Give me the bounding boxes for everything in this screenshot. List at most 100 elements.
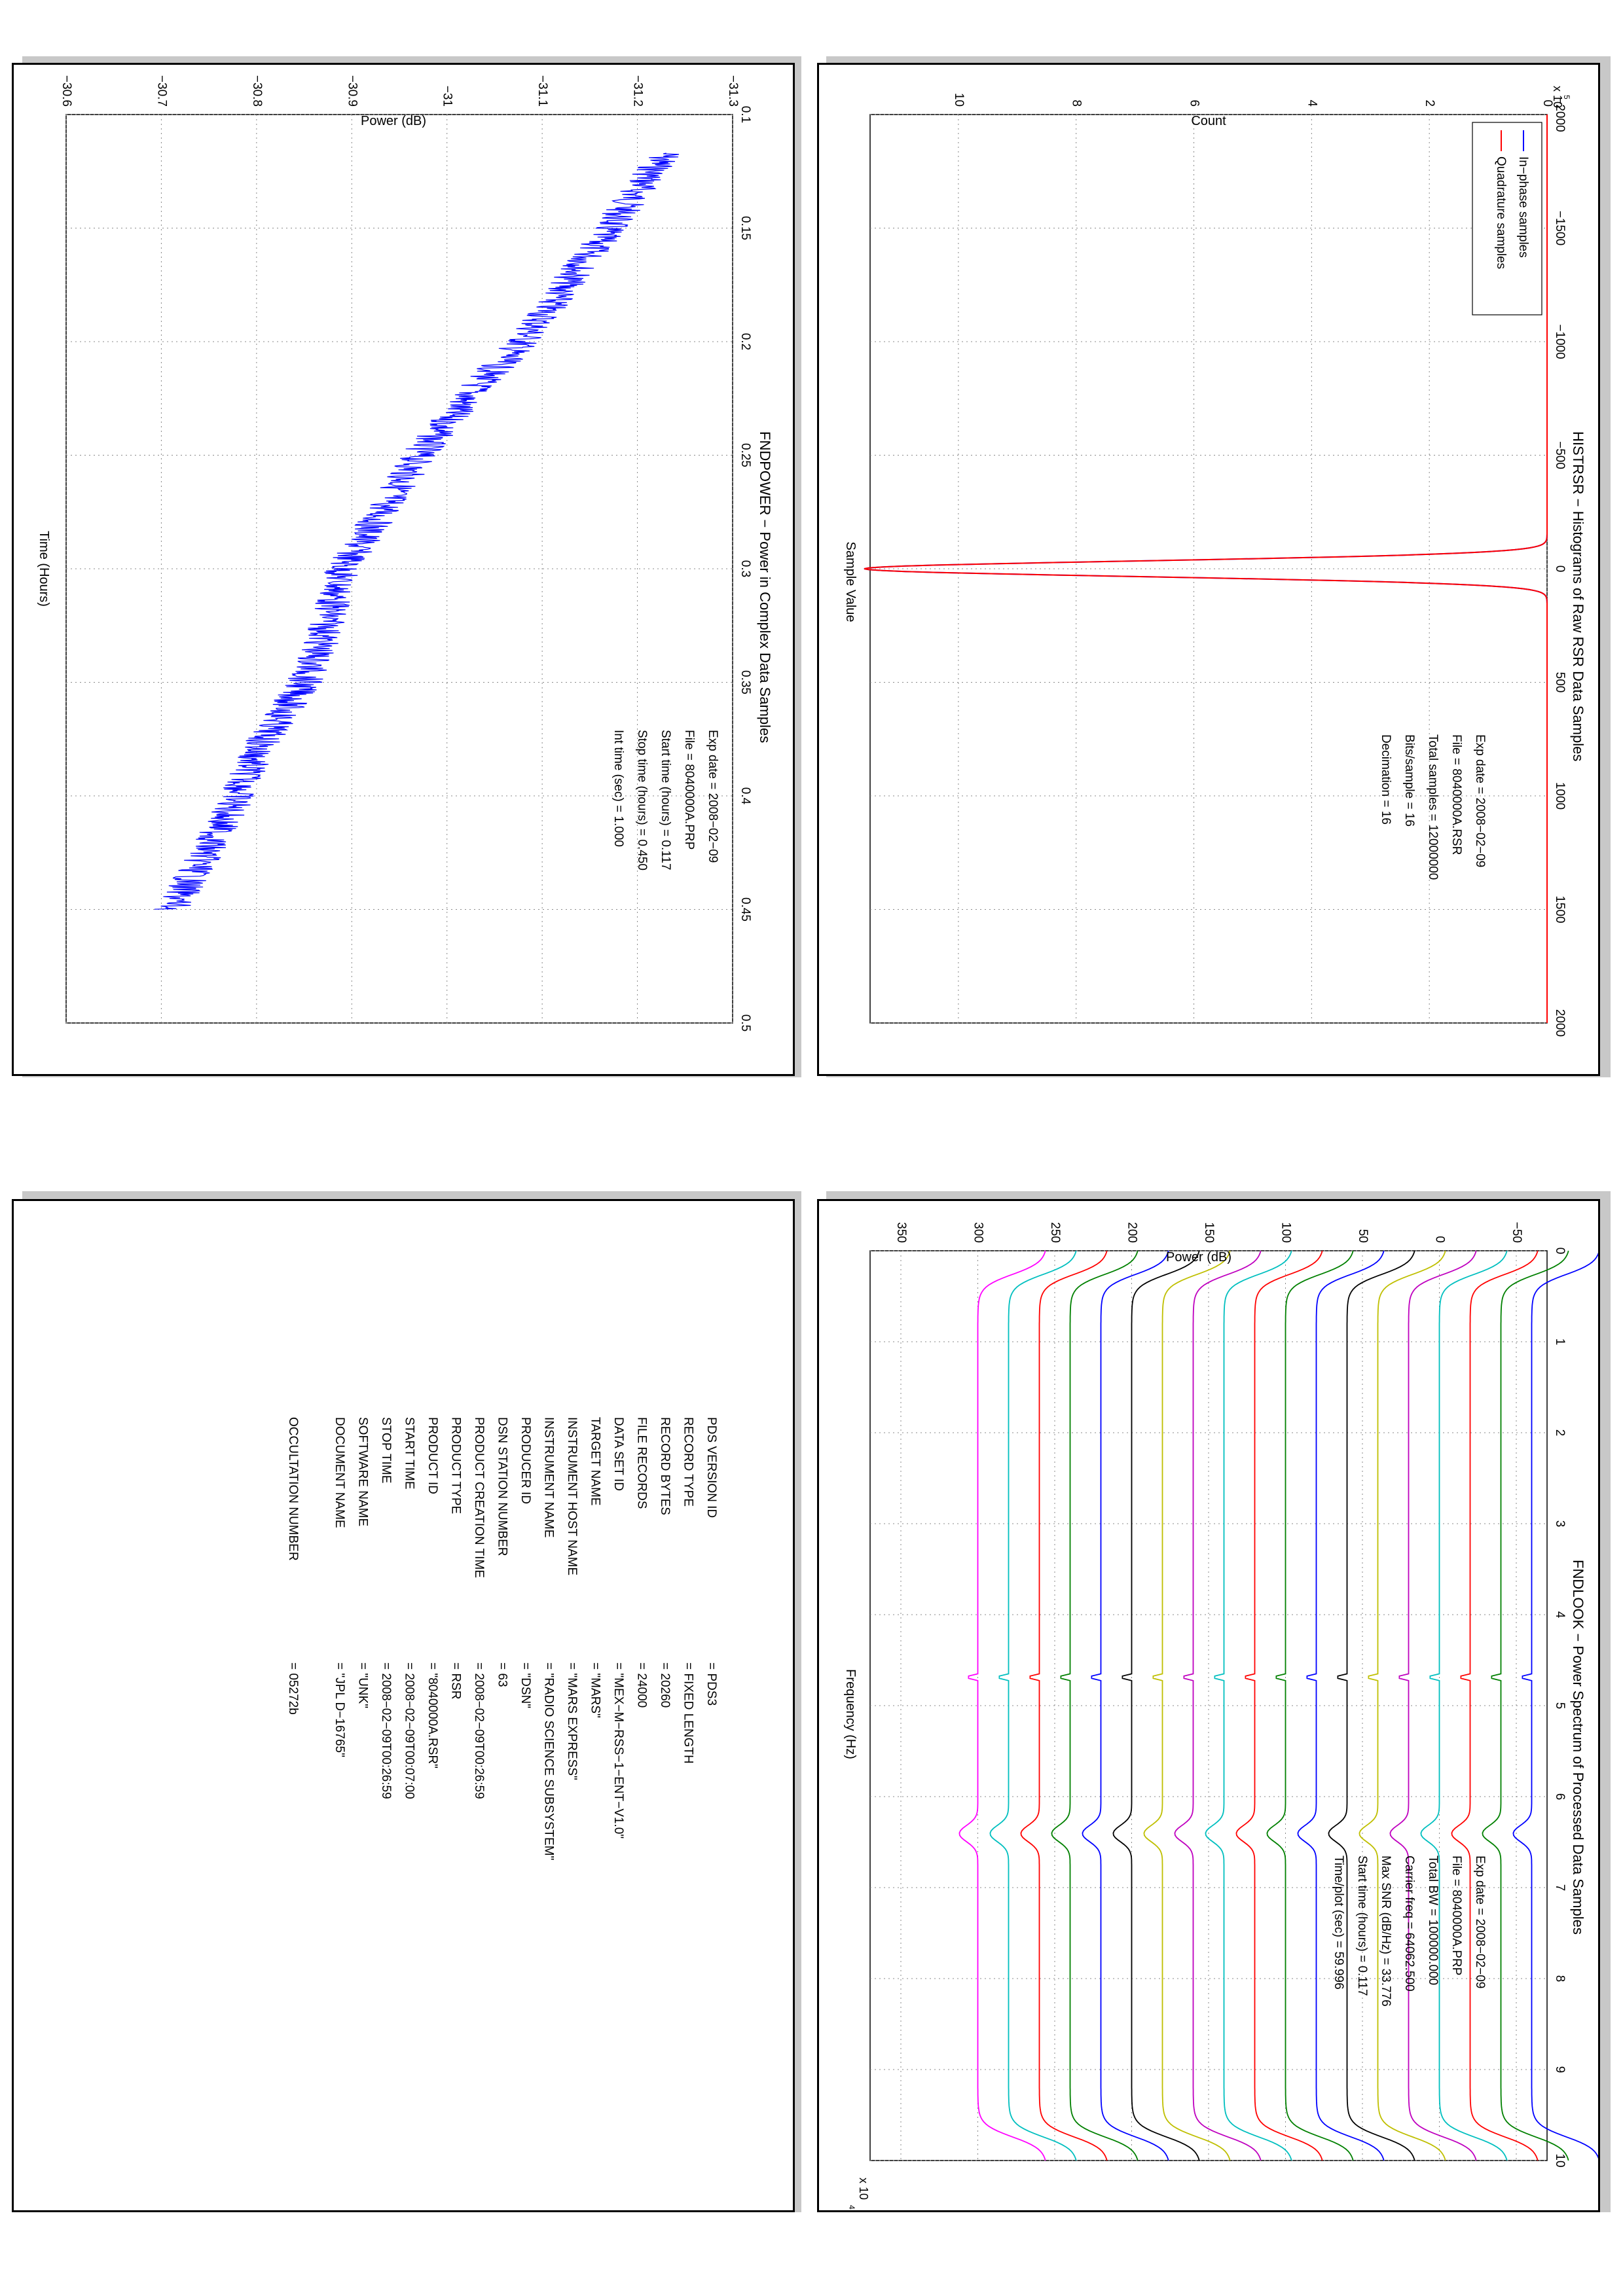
hist-x-tick-label: 0	[1553, 565, 1567, 573]
power-chart: 0.1 0.15 0.2 0.25 0.3 0.35 0.4 0.45 0.5 −31.3 −31.…	[37, 75, 773, 1031]
hist-legend-inphase: In−phase samples	[1516, 156, 1530, 258]
spec-info-line: Max SNR (dB/Hz) = 33.776	[1379, 1856, 1393, 2007]
hist-multiplier: x 10	[1551, 86, 1564, 108]
spec-series-line	[958, 1250, 1046, 2161]
label-value: = "JPL D−16765"	[333, 1662, 346, 1757]
hist-ylabel: Count	[1191, 114, 1226, 128]
spec-series-line	[989, 1250, 1077, 2161]
power-y-tick-label: −31	[441, 86, 454, 107]
spec-y-tick-label: 100	[1279, 1222, 1292, 1243]
power-title: FNDPOWER − Power in Complex Data Samples	[757, 431, 773, 743]
power-plot-area	[65, 114, 733, 1024]
label-value: = "DSN"	[519, 1662, 532, 1708]
power-series-line	[154, 152, 680, 910]
label-value: = 2008−02−09T00:26:59	[379, 1662, 393, 1799]
hist-y-tick-label: 0	[1541, 99, 1554, 107]
label-key: INSTRUMENT HOST NAME	[565, 1417, 579, 1575]
label-key: RECORD BYTES	[658, 1417, 672, 1515]
spec-series-line	[1359, 1250, 1446, 2161]
label-key: TARGET NAME	[589, 1417, 602, 1505]
power-y-tick-label: −30.8	[250, 75, 264, 107]
power-y-tick-label: −30.7	[155, 75, 168, 107]
spec-ylabel: Power (dB)	[1166, 1250, 1231, 1265]
label-key: FILE RECORDS	[635, 1417, 649, 1509]
hist-x-tick-label: 1000	[1553, 782, 1567, 810]
spec-y-tick-label: 250	[1048, 1222, 1062, 1243]
hist-info-line: Total samples = 12000000	[1426, 734, 1440, 880]
hist-x-tick-label: −500	[1553, 441, 1567, 469]
spec-title: FNDLOOK − Power Spectrum of Processed Da…	[1570, 1560, 1586, 1935]
spectrum-chart: 0 1 2 3 4 5 6 7 8 9 10 −50 0 50 100 150 200 250 300 350 FNDL…	[843, 1222, 1600, 2210]
spectrum-panel: 0 1 2 3 4 5 6 7 8 9 10 −50 0 50 100 150 200 250 300 350 FNDL…	[817, 1199, 1600, 2212]
spec-series-line	[1482, 1250, 1569, 2161]
hist-title: HISTRSR − Histograms of Raw RSR Data Sam…	[1570, 431, 1586, 761]
power-y-tick-label: −31.3	[726, 75, 740, 107]
spec-info-line: Carrier freq = 64062.500	[1402, 1856, 1416, 1992]
power-ylabel: Power (dB)	[361, 114, 426, 128]
hist-x-tick-label: 500	[1553, 672, 1567, 693]
power-info-line: Stop time (hours) = 0.450	[635, 730, 649, 870]
spec-series-line	[1205, 1250, 1292, 2161]
spec-y-tick-label: 200	[1125, 1222, 1139, 1243]
spec-series-line	[1082, 1250, 1169, 2161]
label-key: RECORD TYPE	[682, 1417, 695, 1507]
hist-x-tick-label: −1500	[1553, 211, 1567, 245]
spec-y-tick-label: 0	[1432, 1236, 1446, 1243]
spec-info-line: Exp date = 2008−02−09	[1473, 1856, 1487, 1988]
label-key: OCCULTATION NUMBER	[286, 1417, 300, 1561]
label-value: = PDS3	[704, 1662, 718, 1706]
hist-xlabel: Sample Value	[843, 541, 858, 622]
spec-series-line	[1328, 1250, 1415, 2161]
spec-y-tick-label: −50	[1510, 1222, 1523, 1243]
label-key: PRODUCER ID	[519, 1417, 532, 1504]
label-key: PRODUCT ID	[426, 1417, 439, 1494]
hist-info-line: Exp date = 2008−02−09	[1473, 734, 1487, 867]
label-value: = RSR	[449, 1662, 463, 1700]
power-y-tick-label: −31.1	[536, 75, 549, 107]
spec-series-line	[1266, 1250, 1354, 2161]
power-xlabel: Time (Hours)	[37, 531, 51, 607]
histogram-panel: −2000 −1500 −1000 −500 0 500 1000 1500 2000 0 2 4 6 8…	[817, 63, 1600, 1076]
label-value: = "MEX−M−RSS−1−ENT−V1.0"	[611, 1662, 625, 1839]
hist-multiplier-exp: 5	[1562, 95, 1571, 99]
spec-x-tick-label: 7	[1553, 1884, 1567, 1892]
hist-legend-box	[1472, 122, 1542, 315]
hist-x-tick-label: −1000	[1553, 324, 1567, 359]
label-table: PDS VERSION ID = PDS3 RECORD TYPE = FIXED L…	[286, 1417, 718, 1860]
hist-x-tick-label: 2000	[1553, 1009, 1567, 1037]
label-value: = "MARS EXPRESS"	[565, 1662, 579, 1780]
label-panel: PDS VERSION ID = PDS3 RECORD TYPE = FIXED L…	[12, 1199, 795, 2212]
spec-series-line	[1451, 1250, 1539, 2161]
label-value: = 20260	[658, 1662, 672, 1708]
spec-series-line	[1051, 1250, 1139, 2161]
spec-x-tick-label: 3	[1553, 1520, 1567, 1528]
label-value: = 05272b	[286, 1662, 300, 1715]
power-x-tick-label: 0.1	[739, 106, 752, 123]
hist-info-line: File = 8040000A.RSR	[1450, 734, 1463, 855]
label-value: = "RADIO SCIENCE SUBSYSTEM"	[542, 1662, 556, 1860]
label-key: STOP TIME	[379, 1417, 393, 1483]
hist-y-tick-label: 8	[1070, 99, 1084, 107]
spec-x-tick-label: 1	[1553, 1338, 1567, 1346]
spec-info-line: Time/plot (sec) = 59.996	[1332, 1856, 1345, 1990]
spec-x-tick-label: 9	[1553, 2066, 1567, 2073]
spec-x-tick-label: 5	[1553, 1702, 1567, 1710]
label-value: = "UNK"	[356, 1662, 370, 1708]
spec-series-line	[1389, 1250, 1477, 2161]
spec-info-line: Start time (hours) = 0.117	[1355, 1856, 1369, 1996]
spec-series-line	[1112, 1250, 1200, 2161]
label-key: PRODUCT TYPE	[449, 1417, 463, 1514]
spec-x-tick-label: 6	[1553, 1793, 1567, 1801]
label-key: INSTRUMENT NAME	[542, 1417, 556, 1537]
label-value: = 2008−02−09T00:26:59	[472, 1662, 486, 1799]
power-x-tick-label: 0.45	[739, 897, 752, 922]
power-x-tick-label: 0.25	[739, 443, 752, 467]
label-value: = 2008−02−09T00:07:00	[403, 1662, 416, 1799]
label-key: PDS VERSION ID	[704, 1417, 718, 1518]
spec-x-tick-label: 0	[1553, 1247, 1567, 1255]
power-x-tick-label: 0.3	[739, 560, 752, 577]
spec-series-line	[1512, 1250, 1600, 2161]
hist-series-quadrature	[864, 115, 1548, 1023]
label-value: = 63	[496, 1662, 509, 1687]
label-key: DSN STATION NUMBER	[496, 1417, 509, 1556]
